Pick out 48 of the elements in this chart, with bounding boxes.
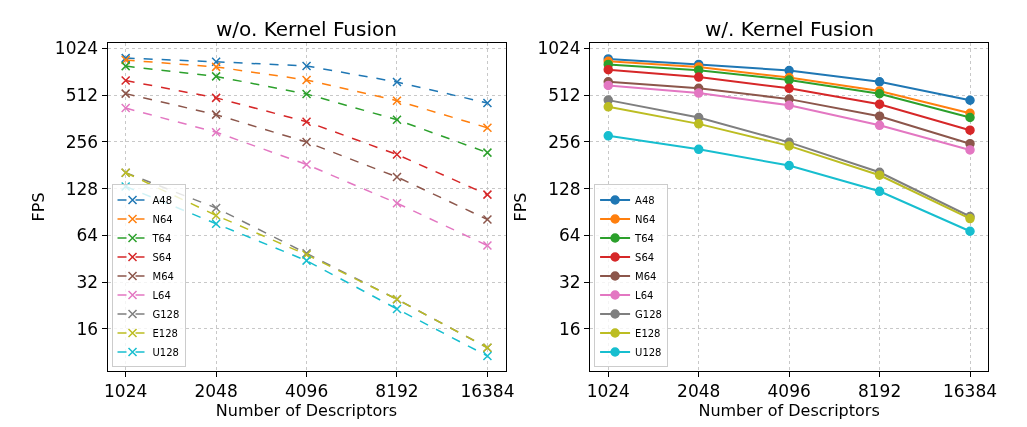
y-tick-label: 256 [65, 131, 99, 152]
y-tick-label: 128 [548, 178, 581, 199]
y-tick-label: 32 [559, 272, 581, 293]
legend-label: L64 [152, 289, 171, 301]
x-tick-label: 4096 [284, 381, 329, 402]
y-tick-label: 512 [65, 84, 99, 105]
x-tick-label: 16384 [942, 381, 998, 402]
legend-label: L64 [635, 289, 654, 301]
legend-label: N64 [152, 213, 173, 225]
chart-title: w/o. Kernel Fusion [216, 17, 397, 41]
y-tick-label: 64 [76, 225, 99, 246]
x-tick-label: 1024 [104, 381, 148, 402]
y-tick-label: 64 [559, 225, 581, 246]
legend-label: E128 [635, 327, 661, 339]
legend-label: S64 [635, 251, 655, 263]
y-tick-label: 512 [548, 84, 581, 105]
legend-label: T64 [151, 232, 172, 244]
y-tick-label: 256 [548, 131, 581, 152]
legend-label: M64 [152, 270, 174, 282]
x-tick-label: 4096 [767, 381, 811, 402]
y-tick-label: 32 [76, 272, 99, 293]
x-tick-label: 2048 [677, 381, 721, 402]
legend-label: U128 [152, 346, 179, 358]
y-axis-title: FPS [28, 192, 48, 222]
x-tick-label: 1024 [586, 381, 630, 402]
x-tick-label: 8192 [857, 381, 902, 402]
legend-label: G128 [152, 308, 180, 320]
y-tick-label: 1024 [537, 38, 581, 59]
y-tick-label: 1024 [54, 38, 99, 59]
x-axis-title: Number of Descriptors [698, 401, 880, 421]
chart-title: w/. Kernel Fusion [705, 17, 874, 41]
legend-label: S64 [152, 251, 172, 263]
legend-label: N64 [635, 213, 656, 225]
y-axis-title: FPS [511, 192, 531, 222]
y-tick-label: 128 [65, 178, 99, 199]
x-tick-label: 16384 [460, 381, 515, 402]
legend-label: A48 [635, 194, 655, 206]
y-tick-label: 16 [76, 318, 99, 339]
x-tick-label: 8192 [375, 381, 419, 402]
legend-label: A48 [152, 194, 173, 206]
x-tick-label: 2048 [194, 381, 238, 402]
legend-label: T64 [634, 232, 654, 244]
y-tick-label: 16 [559, 318, 581, 339]
legend-label: U128 [635, 346, 662, 358]
legend-label: E128 [152, 327, 178, 339]
x-axis-title: Number of Descriptors [215, 401, 398, 421]
legend-label: M64 [635, 270, 657, 282]
legend-label: G128 [635, 308, 662, 320]
